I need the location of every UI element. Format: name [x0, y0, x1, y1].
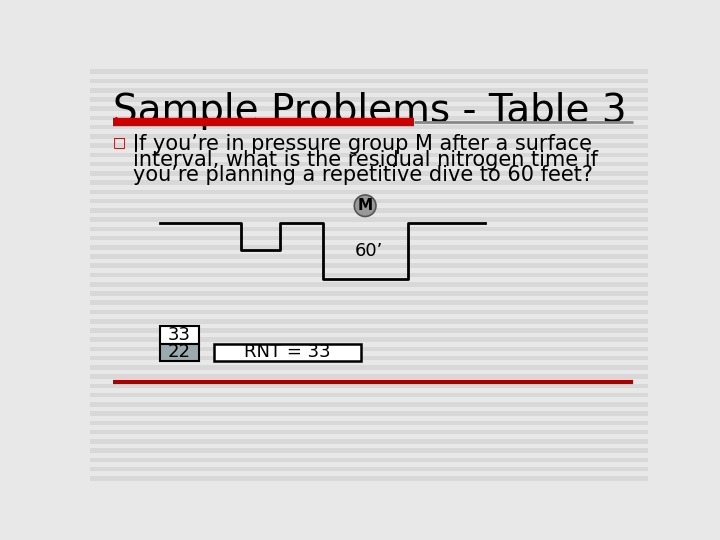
Bar	[90, 171, 648, 176]
Text: Sample Problems - Table 3: Sample Problems - Table 3	[113, 92, 627, 130]
Bar	[90, 208, 648, 213]
Text: 60’: 60’	[355, 242, 383, 260]
Bar	[90, 143, 648, 148]
Bar	[90, 356, 648, 361]
Bar	[214, 343, 361, 361]
Bar	[90, 245, 648, 249]
Bar	[90, 291, 648, 296]
Bar	[90, 365, 648, 370]
Bar	[90, 125, 648, 130]
Bar	[160, 326, 199, 343]
Bar	[90, 411, 648, 416]
Bar	[90, 282, 648, 287]
Bar	[90, 383, 648, 388]
Bar	[90, 393, 648, 397]
Bar	[90, 88, 648, 92]
Bar	[90, 457, 648, 462]
Bar	[90, 199, 648, 204]
Text: you’re planning a repetitive dive to 60 feet?: you’re planning a repetitive dive to 60 …	[132, 165, 593, 185]
Bar	[90, 70, 648, 74]
Bar	[90, 439, 648, 444]
Bar	[90, 226, 648, 231]
Text: If you’re in pressure group M after a surface: If you’re in pressure group M after a su…	[132, 134, 592, 154]
Bar	[90, 430, 648, 434]
Bar	[90, 236, 648, 240]
Bar	[90, 180, 648, 185]
Text: □: □	[113, 136, 127, 150]
Bar	[90, 421, 648, 425]
Bar	[90, 162, 648, 166]
Text: interval, what is the residual nitrogen time if: interval, what is the residual nitrogen …	[132, 150, 598, 170]
Bar	[90, 116, 648, 120]
Bar	[90, 338, 648, 342]
Bar	[90, 273, 648, 278]
Bar	[90, 476, 648, 481]
Text: M: M	[358, 198, 373, 213]
Bar	[90, 254, 648, 259]
Bar	[90, 264, 648, 268]
Bar	[90, 448, 648, 453]
Bar	[90, 79, 648, 83]
Bar	[90, 134, 648, 139]
Bar	[90, 106, 648, 111]
Bar	[90, 309, 648, 314]
Bar	[160, 343, 199, 361]
Bar	[90, 153, 648, 157]
Text: 22: 22	[168, 343, 191, 361]
Text: RNT = 33: RNT = 33	[244, 343, 331, 361]
Circle shape	[354, 195, 376, 217]
Bar	[90, 328, 648, 333]
Bar	[90, 97, 648, 102]
Bar	[90, 467, 648, 471]
Bar	[90, 300, 648, 305]
Bar	[90, 319, 648, 323]
Bar	[90, 217, 648, 222]
Text: 33: 33	[168, 326, 191, 343]
Bar	[90, 347, 648, 351]
Bar	[90, 374, 648, 379]
Bar	[90, 402, 648, 407]
Bar	[90, 190, 648, 194]
